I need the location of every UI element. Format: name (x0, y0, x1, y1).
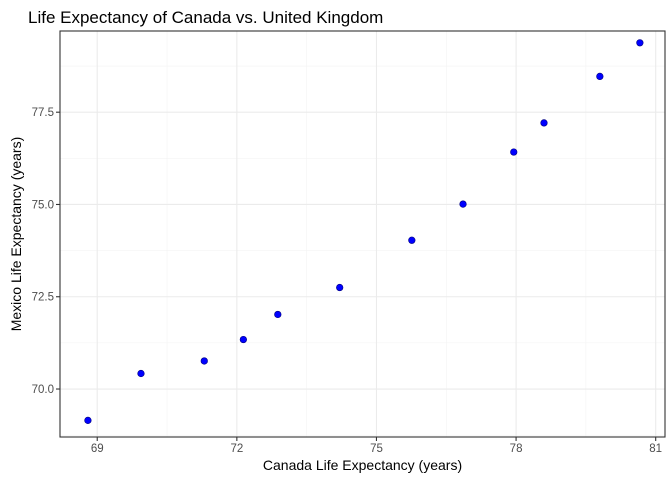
x-tick-label: 78 (510, 443, 523, 455)
data-point (596, 72, 604, 80)
plot-panel (59, 30, 666, 438)
data-point (200, 357, 208, 365)
data-point (636, 39, 644, 47)
x-tick-label: 75 (370, 443, 383, 455)
x-tick-label: 81 (649, 443, 662, 455)
x-axis-title: Canada Life Expectancy (years) (263, 457, 462, 473)
grid (60, 31, 665, 437)
data-point (137, 369, 145, 378)
axis-ticks: 69 72 75 78 81 70.0 72.5 75.0 77.5 (32, 107, 662, 455)
data-point (239, 335, 247, 344)
x-tick-label: 69 (91, 443, 104, 455)
y-tick-label: 77.5 (32, 107, 54, 119)
y-tick-label: 75.0 (32, 199, 54, 211)
data-points (84, 39, 644, 424)
chart-title: Life Expectancy of Canada vs. United Kin… (28, 8, 383, 27)
data-point (274, 310, 282, 319)
y-axis-title: Mexico Life Expectancy (years) (8, 137, 24, 332)
data-point (540, 119, 548, 127)
data-point (336, 283, 344, 292)
x-tick-label: 72 (230, 443, 243, 455)
data-point (84, 416, 92, 424)
data-point (408, 236, 416, 244)
y-tick-label: 70.0 (32, 384, 54, 396)
y-tick-label: 72.5 (32, 292, 54, 304)
data-point (459, 200, 467, 208)
data-point (510, 148, 518, 156)
